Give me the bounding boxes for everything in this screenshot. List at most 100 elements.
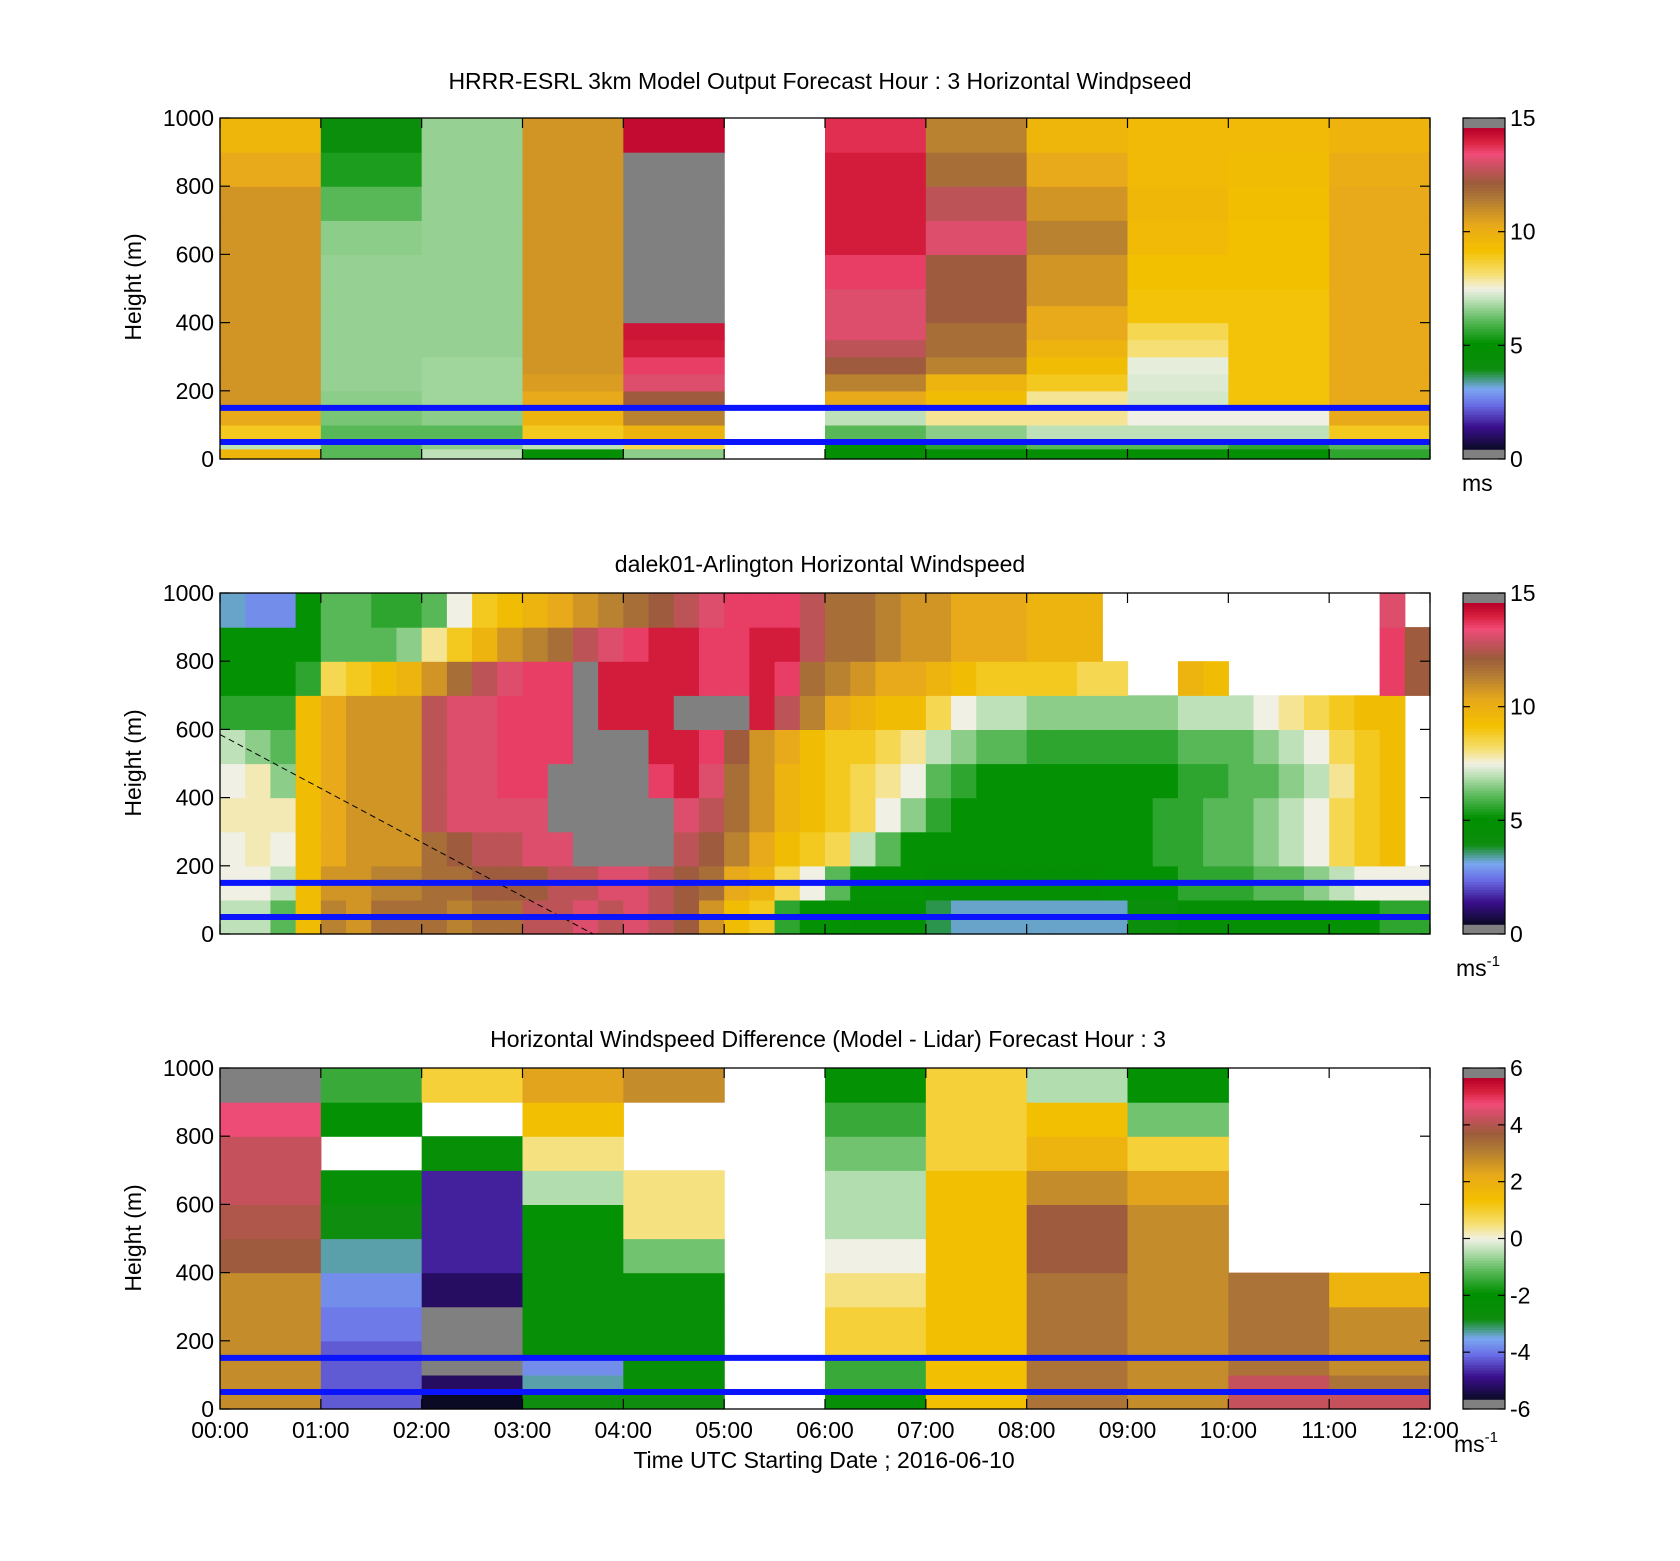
x-tick-label: 08:00: [998, 1417, 1056, 1443]
heatmap-cell: [648, 729, 675, 765]
colorbar-step: [1463, 1273, 1505, 1277]
heatmap-cell: [875, 763, 902, 799]
heatmap-cell: [1127, 1340, 1229, 1359]
colorbar-step: [1463, 162, 1505, 167]
heatmap-cell: [220, 220, 322, 255]
colorbar-step: [1463, 1152, 1505, 1157]
heatmap-cell: [976, 661, 1003, 696]
colorbar-step: [1463, 605, 1505, 610]
heatmap-cell: [421, 407, 524, 426]
colorbar-step: [1463, 152, 1505, 156]
colorbar-step: [1463, 688, 1505, 693]
heatmap-cell: [421, 322, 524, 341]
colorbar-step: [1463, 245, 1505, 250]
heatmap-cell: [446, 763, 473, 799]
heatmap-cell: [1329, 152, 1431, 187]
colorbar-step: [1463, 376, 1505, 381]
heatmap-cell: [1228, 322, 1330, 341]
colorbar-step: [1463, 1393, 1505, 1398]
colorbar-step: [1463, 685, 1505, 690]
panel-title: Horizontal Windspeed Difference (Model -…: [490, 1026, 1166, 1052]
colorbar-step: [1463, 603, 1505, 607]
colorbar-step: [1463, 1158, 1505, 1162]
heatmap-cell: [1329, 695, 1355, 730]
colorbar-step: [1463, 1358, 1505, 1363]
heatmap-cell: [421, 1068, 524, 1103]
heatmap-cell: [1228, 1357, 1330, 1376]
colorbar-step: [1463, 1396, 1505, 1400]
colorbar-step: [1463, 320, 1505, 325]
heatmap-cell: [623, 729, 650, 765]
colorbar-step: [1463, 366, 1505, 370]
heatmap-cell: [472, 695, 498, 730]
heatmap-cell: [1329, 373, 1431, 392]
colorbar-step: [1463, 760, 1505, 765]
heatmap-cell: [522, 593, 549, 628]
heatmap-cell: [673, 695, 700, 730]
colorbar-tick-label: 0: [1510, 1226, 1523, 1252]
heatmap-cell: [598, 695, 624, 730]
colorbar-step: [1463, 707, 1505, 711]
colorbar-unit: ms-1: [1454, 1429, 1498, 1457]
colorbar-step: [1463, 406, 1505, 410]
heatmap-cell: [951, 763, 977, 799]
colorbar-step: [1463, 1187, 1505, 1192]
colorbar-step: [1463, 1230, 1505, 1234]
colorbar-step: [1463, 384, 1505, 389]
heatmap-cell: [598, 729, 624, 765]
colorbar-step: [1463, 1166, 1505, 1170]
heatmap-cell: [925, 1306, 1028, 1342]
heatmap-cell: [320, 627, 347, 662]
heatmap-cell: [472, 627, 498, 662]
heatmap-cell: [1026, 1340, 1129, 1359]
heatmap-cell: [346, 831, 372, 867]
colorbar-step: [1463, 1096, 1505, 1101]
heatmap-cell: [925, 373, 1028, 392]
heatmap-cell: [522, 763, 549, 799]
heatmap-cell: [1329, 441, 1431, 450]
heatmap-cell: [522, 1374, 624, 1393]
colorbar-step: [1463, 325, 1505, 330]
heatmap-cell: [1001, 661, 1028, 696]
heatmap-cell: [1354, 831, 1381, 867]
heatmap-cell: [522, 627, 549, 662]
heatmap-cell: [623, 593, 650, 628]
heatmap-cell: [1228, 695, 1255, 730]
x-tick-label: 07:00: [897, 1417, 955, 1443]
heatmap-cell: [698, 831, 725, 867]
heatmap-cell: [623, 339, 725, 358]
heatmap-cell: [1127, 152, 1229, 187]
colorbar-step: [1463, 1270, 1505, 1275]
colorbar-step: [1463, 891, 1505, 896]
colorbar-step: [1463, 360, 1505, 365]
colorbar-step: [1463, 288, 1505, 292]
colorbar-step: [1463, 205, 1505, 210]
heatmap-cell: [346, 661, 372, 696]
heatmap-cell: [1077, 593, 1103, 628]
heatmap-cell: [1077, 695, 1103, 730]
heatmap-cell: [295, 729, 322, 765]
colorbar-step: [1463, 731, 1505, 735]
heatmap-cell: [295, 695, 322, 730]
heatmap-cell: [1177, 729, 1204, 765]
heatmap-cell: [925, 1204, 1028, 1240]
heatmap-cell: [825, 763, 851, 799]
y-axis-label: Height (m): [120, 709, 146, 816]
colorbar-step: [1463, 408, 1505, 413]
heatmap-cell: [320, 1306, 423, 1342]
heatmap-cell: [623, 1068, 725, 1103]
colorbar-step: [1463, 843, 1505, 848]
heatmap-cell: [724, 661, 750, 696]
colorbar-step: [1463, 299, 1505, 303]
heatmap-cell: [825, 1068, 927, 1103]
heatmap-cell: [623, 831, 650, 867]
heatmap-cell: [749, 729, 776, 765]
y-tick-label: 200: [176, 853, 214, 879]
heatmap-cell: [850, 763, 877, 799]
colorbar-step: [1463, 427, 1505, 432]
colorbar-step: [1463, 291, 1505, 295]
y-tick-label: 600: [176, 716, 214, 742]
heatmap-cell: [648, 797, 675, 833]
heatmap-cell: [446, 627, 473, 662]
heatmap-cell: [825, 373, 927, 392]
